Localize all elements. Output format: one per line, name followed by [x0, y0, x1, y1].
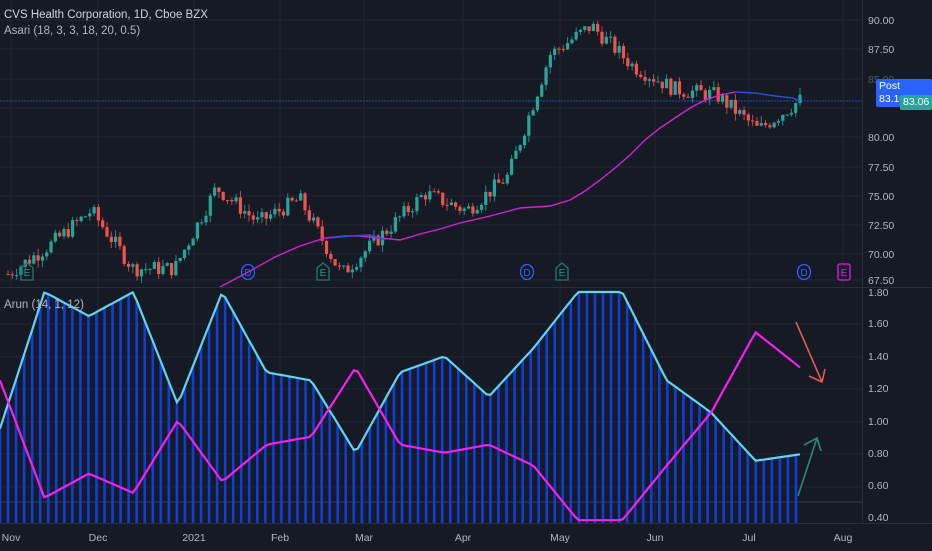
ytick: 72.50 — [868, 220, 895, 232]
arun-magenta-signal-line — [0, 330, 801, 522]
ytick: 90.00 — [868, 15, 895, 27]
ytick: 67.50 — [868, 275, 895, 287]
arun-oscillator-pane[interactable]: Arun (14, 1, 12) — [0, 288, 862, 523]
svg-text:E: E — [841, 268, 848, 279]
last-price-tag: 83.06 — [900, 95, 932, 110]
arun-indicator-legend[interactable]: Arun (14, 1, 12) — [4, 299, 84, 311]
price-axis[interactable] — [862, 0, 932, 523]
event-e-marker[interactable]: E — [20, 262, 34, 281]
ytick: 70.00 — [868, 249, 895, 261]
osc-ytick: 1.60 — [868, 318, 889, 330]
candlesticks — [6, 20, 802, 284]
event-e_future-marker[interactable]: E — [837, 263, 851, 281]
event-e-marker[interactable]: E — [316, 262, 330, 281]
svg-text:E: E — [320, 268, 327, 279]
asari-moving-average — [219, 91, 736, 287]
svg-text:D: D — [523, 268, 530, 279]
ytick: 87.50 — [868, 44, 895, 56]
xtick: Aug — [833, 532, 853, 544]
post-label: Post — [879, 80, 901, 92]
event-d-marker[interactable]: D — [796, 263, 812, 281]
ytick: 77.50 — [868, 162, 895, 174]
svg-text:E: E — [559, 268, 566, 279]
xtick: Mar — [354, 532, 374, 544]
osc-ytick: 1.40 — [868, 351, 889, 363]
oscillator-canvas[interactable] — [0, 288, 862, 523]
post-value: 83.10 — [879, 93, 906, 105]
osc-ytick: 1.80 — [868, 287, 889, 299]
asari-indicator-legend[interactable]: Asari (18, 3, 3, 18, 20, 0.5) — [4, 25, 141, 37]
svg-text:D: D — [800, 268, 807, 279]
asari-ma-flat-segment-2 — [329, 234, 386, 241]
xtick: Jun — [646, 532, 664, 544]
xtick: Apr — [454, 532, 472, 544]
osc-ytick: 1.00 — [868, 416, 889, 428]
event-d-marker[interactable]: D — [240, 263, 256, 281]
arun-histogram-bars — [0, 292, 798, 523]
ytick: 80.00 — [868, 132, 895, 144]
xtick: Feb — [270, 532, 290, 544]
svg-text:E: E — [24, 268, 31, 279]
price-pane[interactable]: E D E D E D E CVS Health Corporation, 1D, Cboe… — [0, 0, 862, 287]
symbol-title: CVS Health Corporation, 1D, Cboe BZX — [4, 9, 208, 21]
xtick: Dec — [88, 532, 108, 544]
osc-ytick: 1.20 — [868, 383, 889, 395]
event-d-marker[interactable]: D — [519, 263, 535, 281]
asari-ma-flat-segment — [734, 91, 801, 102]
xtick: 2021 — [182, 532, 206, 544]
xtick: May — [550, 532, 570, 544]
arun-cyan-line — [0, 290, 801, 462]
time-axis[interactable] — [0, 523, 932, 551]
pane-separator[interactable] — [0, 287, 932, 288]
osc-ytick: 0.40 — [868, 512, 889, 524]
red-down-arrow — [795, 321, 826, 384]
osc-ytick: 0.80 — [868, 448, 889, 460]
price-grid — [0, 0, 862, 287]
ytick: 75.00 — [868, 191, 895, 203]
osc-ytick: 0.60 — [868, 480, 889, 492]
green-up-arrow — [797, 436, 822, 497]
xtick: Nov — [1, 532, 21, 544]
svg-text:D: D — [244, 268, 251, 279]
xtick: Jul — [742, 532, 756, 544]
event-e-marker[interactable]: E — [555, 262, 569, 281]
